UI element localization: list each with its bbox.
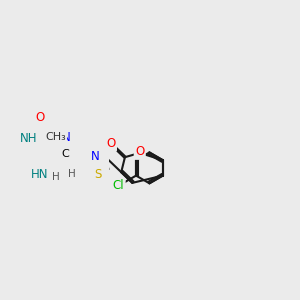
Text: O: O: [36, 111, 45, 124]
Text: O: O: [135, 146, 144, 158]
Text: NH: NH: [20, 132, 38, 145]
Text: O: O: [106, 137, 116, 150]
Text: H: H: [68, 169, 76, 179]
Text: H: H: [52, 172, 59, 182]
Text: N: N: [62, 131, 70, 144]
Text: S: S: [94, 168, 102, 181]
Text: C: C: [62, 149, 70, 159]
Text: HN: HN: [31, 168, 48, 181]
Text: N: N: [91, 150, 99, 163]
Text: Cl: Cl: [112, 179, 124, 192]
Text: CH₃: CH₃: [45, 132, 66, 142]
